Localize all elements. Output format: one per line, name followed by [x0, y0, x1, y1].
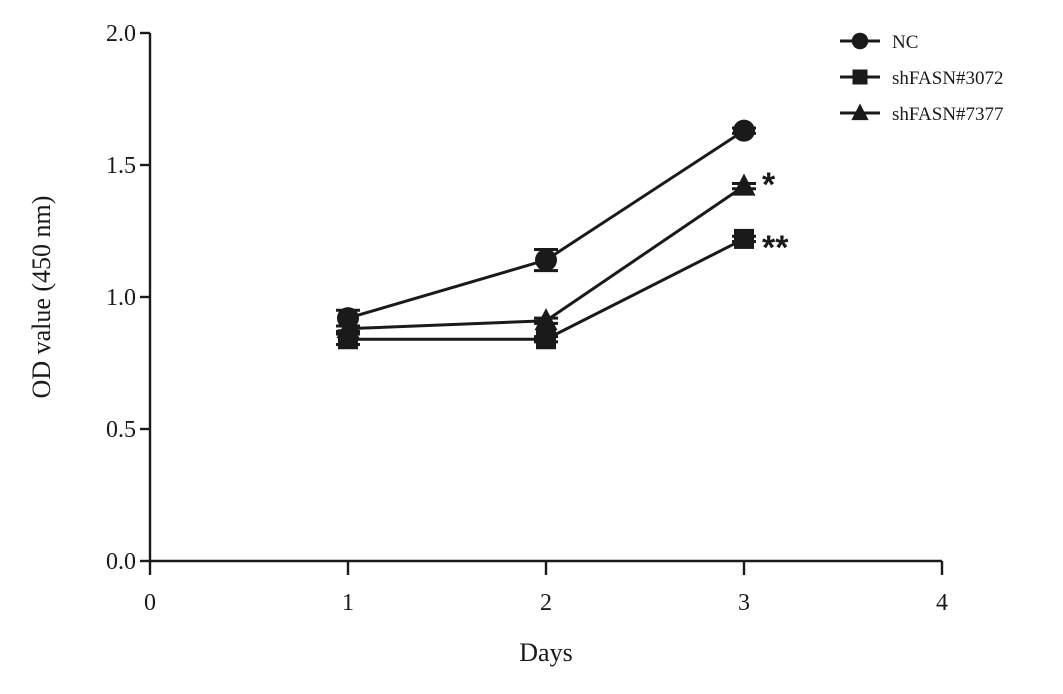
y-tick-label: 1.5 — [106, 153, 136, 179]
y-tick-label: 0.5 — [106, 417, 136, 443]
x-tick-label: 3 — [738, 590, 750, 616]
plot-area: *** — [336, 119, 789, 350]
data-point — [336, 316, 360, 339]
legend-marker — [852, 69, 868, 85]
data-point — [733, 119, 755, 142]
legend-marker — [851, 103, 869, 121]
x-tick-label: 2 — [540, 590, 552, 616]
data-point — [534, 308, 558, 331]
x-tick-label: 1 — [342, 590, 354, 616]
data-point — [535, 249, 557, 272]
legend-item: shFASN#7377 — [840, 103, 1004, 125]
axis-ticks: 0.0 0.5 1.0 1.5 2.0 0 1 2 3 4 — [106, 21, 948, 616]
legend-marker — [851, 32, 869, 50]
axes — [148, 33, 942, 563]
data-point — [732, 173, 756, 196]
series-shFASN#7377 — [336, 173, 756, 339]
legend: NC shFASN#3072 shFASN#7377 — [840, 32, 1004, 125]
x-tick-label: 0 — [144, 590, 156, 616]
legend-label: shFASN#7377 — [892, 104, 1004, 125]
legend-item: NC — [840, 32, 918, 53]
x-axis-title: Days — [519, 638, 572, 667]
x-tick-label: 4 — [936, 590, 948, 616]
series-NC — [336, 119, 756, 330]
legend-item: shFASN#3072 — [840, 68, 1004, 89]
legend-label: NC — [892, 32, 918, 53]
y-tick-label: 2.0 — [106, 21, 136, 47]
y-tick-label: 0.0 — [106, 549, 136, 575]
data-point — [536, 329, 556, 350]
legend-label: shFASN#3072 — [892, 68, 1004, 89]
significance-label: * — [762, 166, 776, 204]
data-point — [734, 228, 754, 249]
series-line — [347, 129, 745, 320]
y-tick-label: 1.0 — [106, 285, 136, 311]
y-axis-title: OD value (450 nm) — [27, 196, 56, 399]
significance-label: ** — [762, 229, 789, 267]
series-shFASN#3072 — [336, 228, 756, 350]
